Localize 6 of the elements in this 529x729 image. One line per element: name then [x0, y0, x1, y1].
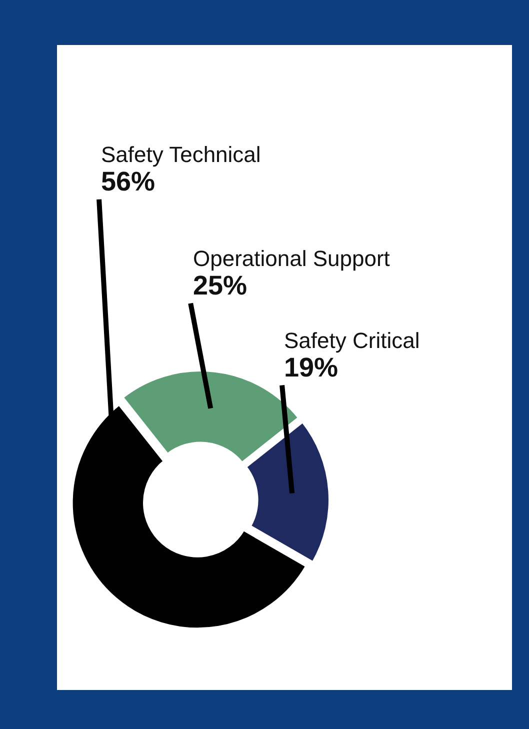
data-label: 19% [284, 352, 338, 383]
slice-label: Safety Technical [101, 142, 261, 167]
slice-label: Safety Critical [284, 328, 420, 353]
data-label: 56% [101, 166, 156, 197]
slice-label: Operational Support [193, 246, 390, 271]
data-label: 25% [193, 270, 248, 301]
